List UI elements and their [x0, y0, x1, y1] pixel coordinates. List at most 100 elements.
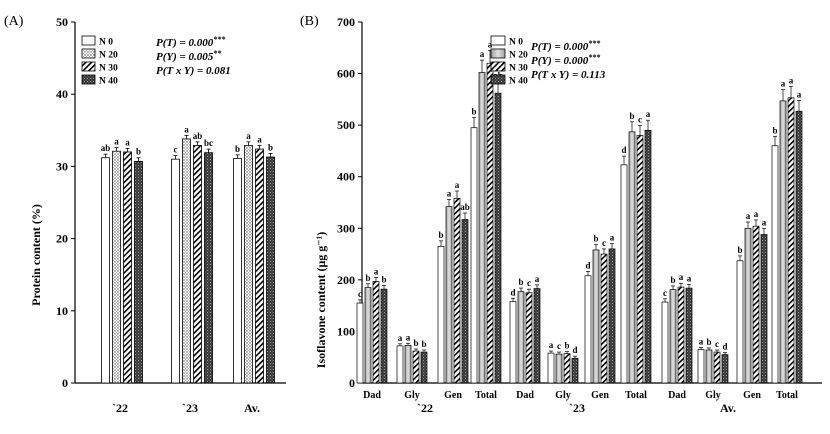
- significance-letter: b: [593, 234, 598, 244]
- significance-letter: d: [621, 145, 626, 155]
- panel-a-ylabel: Protein content (%): [29, 204, 43, 306]
- significance-letter: b: [413, 338, 418, 348]
- significance-letter: a: [687, 273, 692, 283]
- bar: [600, 253, 608, 384]
- bar: [771, 145, 779, 384]
- bar: [396, 345, 404, 384]
- bar: [752, 225, 760, 384]
- legend-label: N 0: [509, 38, 523, 48]
- significance-letter: c: [602, 238, 606, 248]
- significance-letter: a: [488, 39, 493, 49]
- group-label: `22: [417, 401, 433, 415]
- significance-letter: a: [455, 180, 460, 190]
- bar: [509, 301, 517, 384]
- significance-letter: b: [471, 107, 476, 117]
- bar: [244, 145, 253, 384]
- significance-letter: a: [699, 336, 704, 346]
- bar: [233, 158, 242, 384]
- legend-swatch: [81, 35, 96, 46]
- significance-letter: a: [754, 209, 759, 219]
- significance-letter: b: [438, 230, 443, 240]
- bar: [517, 291, 525, 384]
- bar: [101, 157, 110, 384]
- legend-label: N 20: [509, 51, 528, 61]
- significance-letter: a: [246, 131, 251, 141]
- legend-label: N 40: [99, 77, 118, 87]
- y-tick-label: 0: [62, 376, 68, 390]
- y-tick-label: 300: [337, 221, 355, 235]
- stat-text: P(T) = 0.000***: [531, 39, 601, 53]
- significance-letter: b: [670, 275, 675, 285]
- significance-letter: a: [447, 189, 452, 199]
- stat-text: P(Y) = 0.000***: [531, 53, 601, 67]
- bar: [563, 353, 571, 384]
- x-tick-label: Dad: [516, 390, 534, 401]
- bar: [123, 151, 132, 384]
- significance-letter: c: [358, 289, 362, 299]
- x-tick-label: `23: [182, 401, 198, 415]
- significance-letter: a: [789, 75, 794, 85]
- significance-letter: d: [722, 342, 727, 352]
- legend-swatch: [81, 74, 96, 85]
- stat-text: P(T) = 0.000***: [156, 35, 226, 49]
- legend-label: N 20: [99, 51, 118, 61]
- bar: [470, 127, 478, 384]
- bar: [685, 287, 693, 384]
- significance-letter: b: [268, 142, 273, 152]
- legend-swatch: [81, 61, 96, 72]
- stat-text: P(T x Y) = 0.081: [156, 65, 231, 77]
- bar: [555, 353, 563, 384]
- x-tick-label: Gen: [444, 390, 462, 401]
- significance-letter: a: [762, 218, 767, 228]
- legend-label: N 0: [99, 38, 113, 48]
- bar: [437, 245, 445, 384]
- legend-swatch: [81, 48, 96, 59]
- bar: [404, 345, 412, 384]
- significance-letter: a: [398, 333, 403, 343]
- bar: [736, 260, 744, 384]
- x-tick-label: Av.: [244, 401, 260, 415]
- significance-letter: b: [518, 277, 523, 287]
- y-tick-label: 0: [349, 376, 355, 390]
- x-tick-label: Gly: [404, 390, 420, 401]
- significance-letter: b: [381, 274, 386, 284]
- x-tick-label: Total: [625, 390, 647, 401]
- y-tick-label: 200: [337, 273, 355, 287]
- significance-letter: a: [125, 137, 130, 147]
- bar: [255, 148, 264, 384]
- legend-swatch: [490, 74, 506, 85]
- bar: [661, 301, 669, 384]
- significance-letter: d: [572, 345, 577, 355]
- y-tick-label: 400: [337, 170, 355, 184]
- significance-letter: d: [585, 260, 590, 270]
- bar: [494, 92, 502, 384]
- bar: [571, 357, 579, 384]
- y-tick-label: 40: [56, 87, 68, 101]
- bar: [486, 62, 494, 384]
- significance-letter: a: [184, 124, 189, 134]
- x-tick-label: Gen: [743, 390, 761, 401]
- significance-letter: b: [706, 337, 711, 347]
- bar: [705, 349, 713, 384]
- significance-letter: ab: [460, 202, 470, 212]
- bar: [721, 354, 729, 384]
- x-tick-label: Dad: [668, 390, 686, 401]
- significance-letter: a: [646, 109, 651, 119]
- significance-letter: b: [772, 125, 777, 135]
- significance-letter: b: [629, 111, 634, 121]
- bar: [364, 287, 372, 384]
- significance-letter: b: [564, 341, 569, 351]
- significance-letter: a: [535, 274, 540, 284]
- bar: [636, 135, 644, 384]
- significance-letter: ab: [101, 143, 111, 153]
- significance-letter: a: [480, 49, 485, 59]
- x-tick-label: Gly: [555, 390, 571, 401]
- bar: [547, 352, 555, 384]
- bar: [628, 131, 636, 384]
- group-label: Av.: [720, 401, 736, 415]
- significance-letter: b: [421, 339, 426, 349]
- bar: [461, 219, 469, 384]
- y-tick-label: 30: [56, 159, 68, 173]
- significance-letter: b: [737, 245, 742, 255]
